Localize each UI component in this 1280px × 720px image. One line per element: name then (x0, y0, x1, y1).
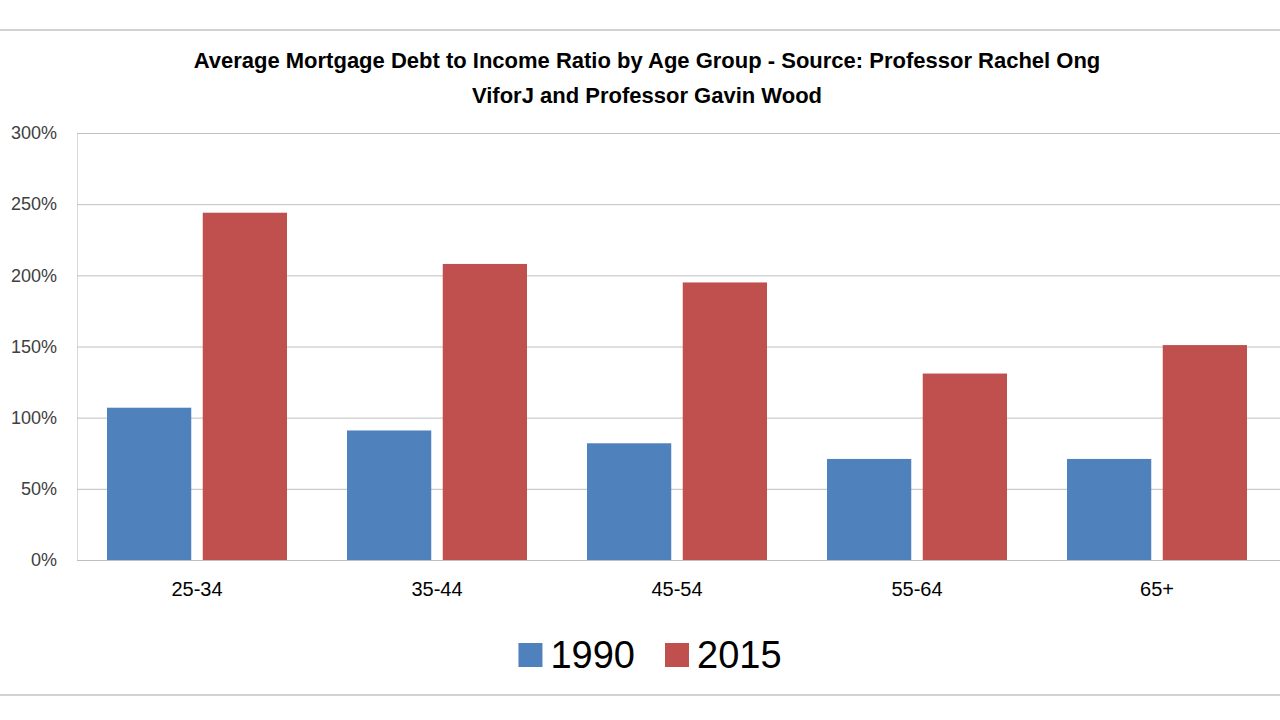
y-tick: 200% (11, 266, 1280, 286)
bar (923, 374, 1007, 560)
y-tick: 250% (11, 194, 1280, 214)
frame-bottom (0, 695, 1280, 696)
grid-line (77, 204, 1280, 205)
title: Average Mortgage Debt to Income Ratio by… (194, 48, 1101, 108)
y-axis: 0% 50% 100% 150% 200% 250% 300% (11, 123, 1280, 570)
bar (587, 443, 671, 560)
x-tick-label: 45-54 (651, 578, 702, 600)
legend: 1990 2015 (518, 634, 781, 676)
x-tick: 65+ (1140, 560, 1174, 600)
y-tick-label: 150% (11, 337, 57, 357)
y-tick-label: 100% (11, 408, 57, 428)
bar (443, 264, 527, 560)
x-tick-label: 35-44 (411, 578, 462, 600)
legend-item: 1990 (518, 634, 635, 676)
y-tick-label: 50% (21, 479, 57, 499)
title-line: ViforJ and Professor Gavin Wood (472, 83, 822, 108)
y-tick: 150% (11, 337, 1280, 357)
legend-swatch (518, 643, 542, 667)
y-tick-label: 200% (11, 266, 57, 286)
frame-top (0, 30, 1280, 31)
x-tick: 35-44 (411, 560, 462, 600)
x-tick-label: 65+ (1140, 578, 1174, 600)
y-tick-label: 0% (31, 550, 57, 570)
grid-line (77, 560, 1280, 561)
legend-swatch (665, 643, 689, 667)
legend-label: 2015 (697, 634, 782, 676)
y-tick-label: 250% (11, 194, 57, 214)
legend-label: 1990 (550, 634, 635, 676)
bar (683, 282, 767, 560)
bar (827, 459, 911, 560)
grid-line (77, 133, 1280, 134)
x-tick: 25-34 (171, 560, 222, 600)
x-tick-label: 55-64 (891, 578, 942, 600)
chart: Average Mortgage Debt to Income Ratio by… (0, 0, 1280, 720)
title-line: Average Mortgage Debt to Income Ratio by… (194, 48, 1101, 73)
x-axis: 25-34 35-44 45-54 55-64 65+ (78, 560, 1278, 600)
bar (347, 430, 431, 560)
x-tick-label: 25-34 (171, 578, 222, 600)
y-tick: 300% (11, 123, 1280, 143)
x-tick: 45-54 (651, 560, 702, 600)
bar (107, 408, 191, 560)
bar (1163, 345, 1247, 560)
x-axis-line (78, 560, 1278, 561)
legend-item: 2015 (665, 634, 782, 676)
bar (203, 213, 287, 560)
y-tick: 100% (11, 408, 1280, 428)
bars (107, 213, 1247, 560)
x-tick: 55-64 (891, 560, 942, 600)
bar (1067, 459, 1151, 560)
y-tick-label: 300% (11, 123, 57, 143)
